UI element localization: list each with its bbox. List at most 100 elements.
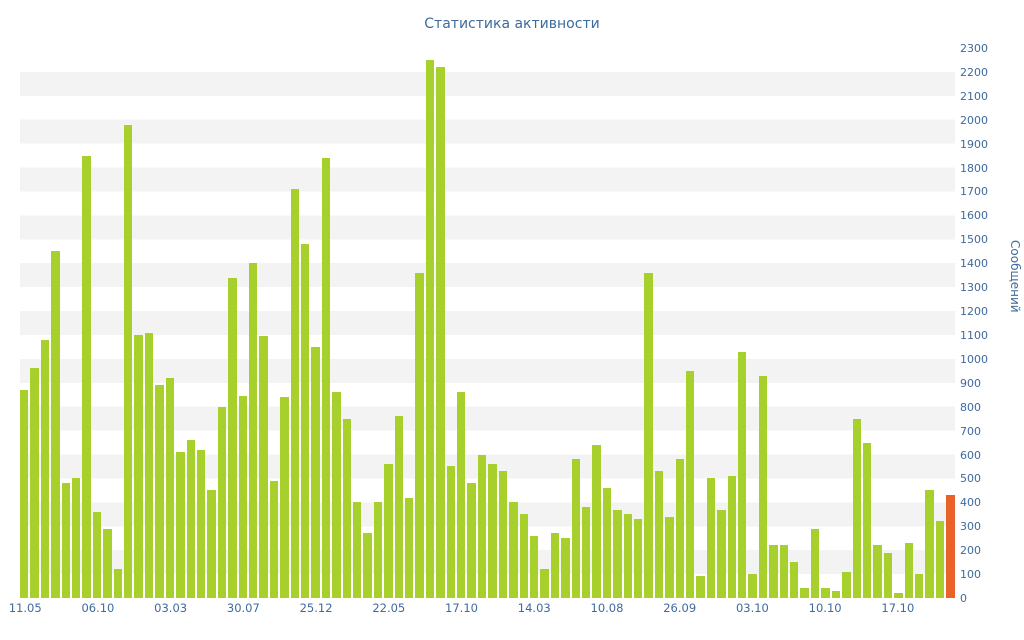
bar[interactable]: [259, 336, 268, 598]
bar[interactable]: [72, 478, 81, 598]
bar[interactable]: [529, 535, 539, 598]
bar[interactable]: [134, 334, 143, 598]
bar[interactable]: [363, 533, 372, 598]
bar[interactable]: [394, 416, 404, 598]
bar[interactable]: [758, 375, 768, 598]
x-tick-label: 03.03: [154, 601, 188, 615]
bar[interactable]: [842, 571, 851, 598]
bar[interactable]: [602, 488, 612, 598]
bar[interactable]: [217, 406, 227, 598]
bar[interactable]: [176, 452, 185, 598]
bar[interactable]: [457, 392, 466, 598]
bar[interactable]: [540, 569, 549, 598]
bar[interactable]: [467, 483, 476, 598]
bar[interactable]: [269, 480, 279, 598]
bar[interactable]: [186, 440, 195, 598]
bar[interactable]: [581, 507, 591, 598]
bar[interactable]: [779, 545, 789, 598]
bar[interactable]: [436, 67, 445, 598]
bar[interactable]: [155, 385, 164, 598]
bar[interactable]: [228, 277, 237, 598]
bar[interactable]: [862, 442, 872, 598]
bar[interactable]: [831, 590, 841, 598]
y-tick-label: 700: [960, 424, 981, 438]
bars-container: [20, 48, 955, 598]
bar[interactable]: [904, 543, 913, 598]
y-axis: 0 100 200 300 400 500 600 700 800 900 1000 1100 1200…: [960, 42, 1004, 605]
bar[interactable]: [748, 574, 757, 598]
bar[interactable]: [30, 368, 39, 598]
bar-accent[interactable]: [946, 495, 955, 598]
bar[interactable]: [207, 490, 216, 598]
bar[interactable]: [706, 478, 716, 598]
bar[interactable]: [914, 574, 924, 598]
bar[interactable]: [415, 272, 424, 598]
bar[interactable]: [342, 418, 351, 598]
bar[interactable]: [373, 502, 383, 598]
bar[interactable]: [935, 521, 945, 598]
x-tick-label: 17.10: [445, 601, 478, 615]
bar[interactable]: [790, 562, 799, 598]
bar[interactable]: [550, 533, 560, 598]
bar[interactable]: [509, 502, 518, 598]
bar[interactable]: [61, 483, 71, 598]
bar[interactable]: [519, 514, 528, 598]
bar[interactable]: [613, 509, 622, 598]
bar[interactable]: [103, 528, 112, 598]
bar[interactable]: [124, 124, 133, 598]
bar[interactable]: [800, 588, 809, 598]
bar[interactable]: [353, 502, 362, 598]
bar[interactable]: [769, 545, 778, 598]
bar[interactable]: [696, 576, 705, 598]
bar[interactable]: [883, 552, 893, 598]
bar[interactable]: [92, 511, 102, 598]
bar[interactable]: [623, 514, 632, 598]
bar[interactable]: [477, 454, 487, 598]
bar[interactable]: [738, 351, 747, 598]
x-tick-label: 25.12: [299, 601, 333, 615]
bar[interactable]: [82, 155, 91, 598]
bar[interactable]: [633, 519, 643, 598]
bar[interactable]: [873, 545, 882, 598]
bar[interactable]: [810, 528, 820, 598]
bar[interactable]: [571, 459, 580, 598]
bar[interactable]: [821, 588, 830, 598]
bar[interactable]: [384, 464, 393, 598]
bar[interactable]: [144, 332, 154, 598]
bar[interactable]: [665, 516, 674, 598]
bar[interactable]: [561, 538, 570, 598]
bar[interactable]: [654, 471, 664, 598]
bar[interactable]: [113, 569, 123, 598]
bar[interactable]: [238, 395, 247, 598]
bar[interactable]: [925, 490, 934, 598]
bar[interactable]: [446, 466, 456, 598]
y-tick-label: 2100: [960, 89, 988, 103]
bar[interactable]: [290, 189, 299, 598]
bar[interactable]: [405, 497, 414, 598]
bar[interactable]: [300, 244, 310, 598]
bar[interactable]: [321, 158, 331, 598]
bar[interactable]: [592, 444, 601, 598]
bar[interactable]: [165, 378, 175, 598]
bar[interactable]: [51, 251, 60, 598]
bar[interactable]: [852, 418, 861, 598]
y-tick-label: 1500: [960, 233, 988, 247]
bar[interactable]: [280, 397, 289, 598]
bar[interactable]: [675, 459, 684, 598]
bar[interactable]: [498, 471, 508, 598]
y-tick-label: 800: [960, 400, 981, 414]
bar[interactable]: [311, 346, 320, 598]
bar[interactable]: [727, 476, 737, 598]
bar[interactable]: [644, 272, 653, 598]
bar[interactable]: [332, 392, 341, 598]
bar[interactable]: [20, 389, 29, 598]
bar[interactable]: [425, 59, 435, 598]
bar[interactable]: [488, 464, 497, 598]
y-tick-label: 1300: [960, 281, 988, 295]
bar[interactable]: [40, 339, 50, 598]
bar[interactable]: [686, 370, 695, 598]
bar[interactable]: [717, 509, 726, 598]
bar[interactable]: [248, 263, 258, 598]
bar[interactable]: [196, 449, 206, 598]
bar[interactable]: [894, 593, 903, 598]
